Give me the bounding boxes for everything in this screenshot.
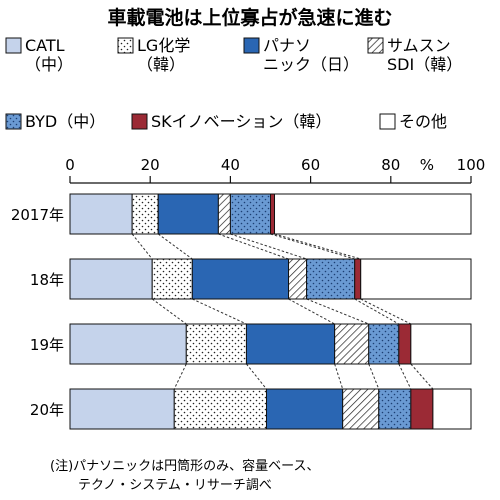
x-tick-label: 100 — [457, 156, 486, 174]
bar-segment-lg — [151, 258, 193, 300]
bar-segment-lg — [185, 323, 247, 365]
legend-swatch-lg — [117, 37, 134, 54]
bar-segment-catl — [69, 193, 133, 235]
bar-segment-other — [432, 388, 472, 430]
x-tick-label: 40 — [221, 156, 240, 174]
connector-line — [192, 298, 247, 325]
footnote-line-1: (注)パナソニックは円筒形のみ、容量ベース、 — [50, 458, 320, 474]
bar-segment-sk — [270, 193, 276, 235]
legend-swatch-samsung — [367, 37, 384, 54]
connector-line — [218, 233, 289, 260]
bar-segment-byd — [306, 258, 356, 300]
bar-segment-panasonic — [245, 323, 336, 365]
legend-label-other: その他 — [399, 112, 447, 131]
bar-3 — [69, 388, 472, 430]
legend-label-catl: CATL — [25, 36, 65, 55]
legend-label-sk: SKイノベーション（韓） — [151, 112, 331, 131]
x-tick-label: 0 — [65, 156, 75, 174]
legend-swatch-panasonic — [243, 37, 260, 54]
bar-segment-samsung — [217, 193, 231, 235]
bar-2 — [69, 323, 472, 365]
bar-segment-panasonic — [265, 388, 344, 430]
connector-line — [368, 363, 380, 390]
x-tick-label: 20 — [141, 156, 160, 174]
legend-label-samsung: SDI（韓） — [387, 55, 462, 74]
legend-item-byd: BYD（中） — [5, 112, 105, 131]
legend-item-sk: SKイノベーション（韓） — [131, 112, 331, 131]
bar-segment-sk — [410, 388, 434, 430]
connector-line — [334, 363, 344, 390]
bar-segment-catl — [69, 388, 175, 430]
unit-label: % — [420, 156, 434, 174]
bar-segment-lg — [131, 193, 159, 235]
bar-segment-byd — [378, 388, 412, 430]
bar-segment-other — [410, 323, 472, 365]
legend-item-panasonic: パナソニック（日） — [243, 36, 359, 74]
category-label: 20年 — [30, 401, 64, 419]
connector-line — [246, 363, 267, 390]
legend-label-panasonic: ニック（日） — [263, 55, 359, 74]
legend-swatch-byd — [5, 113, 22, 130]
connector-line — [173, 363, 187, 390]
stacked-bars — [69, 193, 472, 430]
x-axis: 0 20 40 60 80 100% — [65, 156, 486, 184]
legend-item-catl: CATL（中） — [5, 36, 73, 74]
connector-line — [306, 298, 369, 325]
bar-segment-catl — [69, 323, 187, 365]
legend-label-lg: LG化学 — [137, 36, 190, 55]
legend-label-lg: （韓） — [137, 55, 185, 74]
x-tick-label: 80 — [381, 156, 400, 174]
bar-segment-other — [274, 193, 472, 235]
legend-item-lg: LG化学（韓） — [117, 36, 190, 74]
bar-segment-byd — [229, 193, 271, 235]
bar-segment-panasonic — [157, 193, 219, 235]
category-labels: 2017年 18年 19年 20年 — [11, 206, 64, 419]
bar-segment-lg — [173, 388, 267, 430]
bar-segment-samsung — [342, 388, 380, 430]
connector-line — [274, 233, 361, 260]
bar-segment-byd — [368, 323, 400, 365]
bar-segment-panasonic — [191, 258, 290, 300]
connector-line — [288, 298, 335, 325]
connector-line — [398, 363, 412, 390]
bar-0 — [69, 193, 472, 235]
bar-1 — [69, 258, 472, 300]
chart-title: 車載電池は上位寡占が急速に進む — [107, 6, 392, 29]
legend-label-samsung: サムスン — [387, 36, 451, 55]
bar-segment-catl — [69, 258, 153, 300]
connector-line — [151, 298, 187, 325]
connector-line — [410, 363, 434, 390]
legend-swatch-sk — [131, 113, 148, 130]
category-label: 18年 — [30, 271, 64, 289]
legend-label-byd: BYD（中） — [25, 112, 105, 131]
connector-line — [354, 298, 400, 325]
legend-label-panasonic: パナソ — [263, 36, 311, 55]
bar-segment-sk — [354, 258, 362, 300]
bar-segment-samsung — [334, 323, 370, 365]
connector-line — [230, 233, 307, 260]
legend-label-catl: （中） — [25, 55, 73, 74]
connector-lines — [131, 233, 434, 390]
connector-line — [270, 233, 355, 260]
category-label: 19年 — [30, 336, 64, 354]
legend-swatch-other — [379, 113, 396, 130]
bar-segment-sk — [398, 323, 412, 365]
bar-segment-other — [360, 258, 472, 300]
x-tick-label: 60 — [301, 156, 320, 174]
legend-item-other: その他 — [379, 112, 447, 131]
legend-swatch-catl — [5, 37, 22, 54]
connector-line — [360, 298, 412, 325]
bar-segment-samsung — [288, 258, 308, 300]
connector-line — [131, 233, 153, 260]
category-label: 2017年 — [11, 206, 64, 224]
connector-line — [157, 233, 193, 260]
footnote-line-2: テクノ・システム・リサーチ調べ — [78, 478, 272, 493]
